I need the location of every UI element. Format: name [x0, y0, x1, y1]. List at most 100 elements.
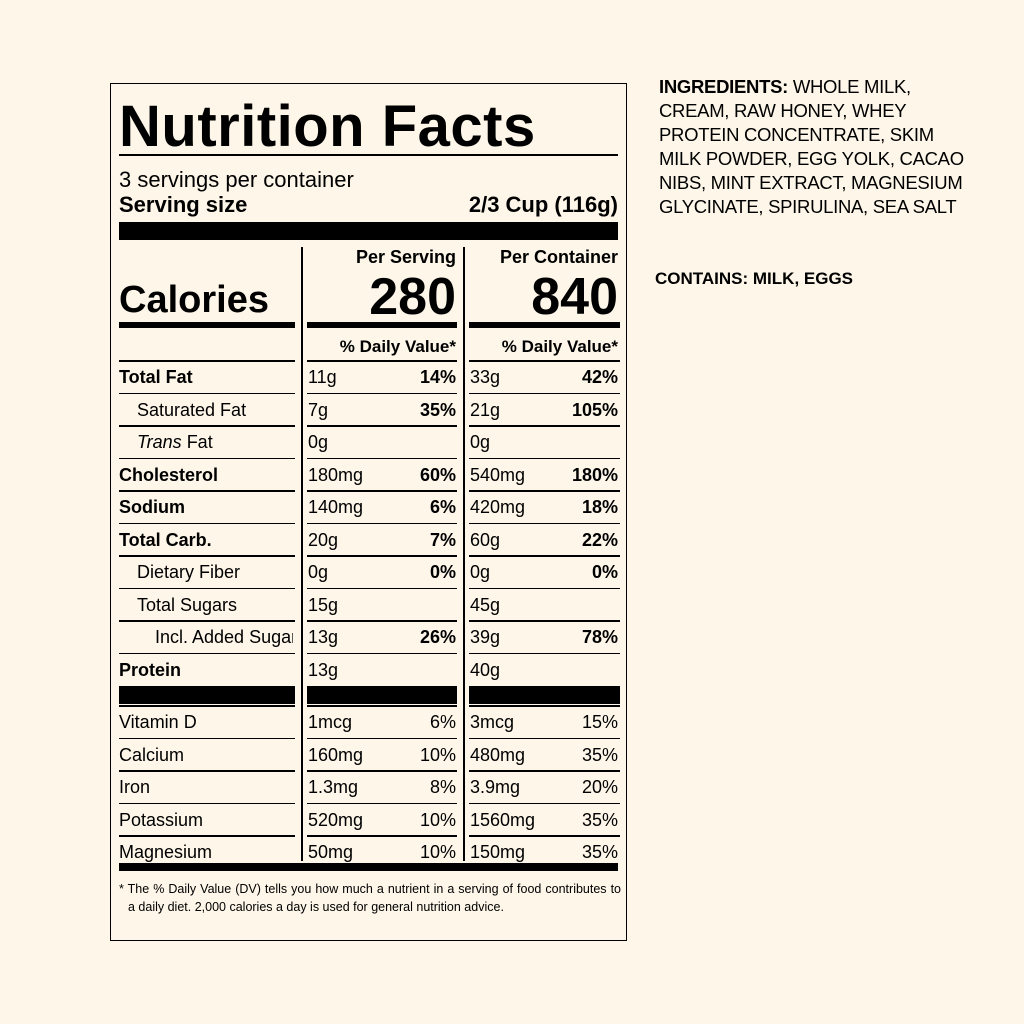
- column-divider-2: [463, 247, 465, 861]
- container-amount: 0g: [470, 562, 491, 582]
- container-amount: 45g: [470, 594, 501, 615]
- nutrient-name: Protein: [119, 659, 182, 680]
- serving-daily-value: 35%: [419, 399, 456, 420]
- vitamin-row-4-rule-1: [119, 835, 295, 837]
- container-daily-value: 0%: [591, 562, 618, 582]
- footnote: * The % Daily Value (DV) tells you how m…: [119, 882, 621, 914]
- daily-value-header-container: % Daily Value*: [501, 337, 618, 356]
- thick-divider-bottom: [119, 863, 618, 871]
- serving-daily-value: 8%: [429, 777, 456, 797]
- vitamin-row-0-rule-3: [469, 705, 620, 707]
- serving-amount: 1.3mg: [308, 777, 359, 797]
- container-amount: 3mcg: [470, 712, 515, 732]
- nutrient-row-6-rule-1: [119, 555, 295, 557]
- thick-divider-left: [119, 686, 295, 704]
- serving-daily-value: 6%: [429, 712, 456, 732]
- serving-amount: 0g: [308, 432, 329, 452]
- nutrient-row-7-rule-3: [469, 587, 620, 589]
- nutrient-row-2-rule-1: [119, 425, 295, 427]
- nutrient-name: Total Sugars: [137, 594, 238, 615]
- calories-rule-2: [307, 322, 457, 328]
- nutrient-row-8-rule-2: [307, 620, 457, 622]
- serving-daily-value: 60%: [419, 464, 456, 485]
- vitamin-row-0-rule-1: [119, 705, 295, 707]
- container-daily-value: 180%: [571, 464, 618, 485]
- container-amount: 540mg: [470, 464, 526, 485]
- nutrient-row-0-rule-1: [119, 360, 295, 362]
- nutrient-name: Saturated Fat: [137, 399, 247, 420]
- calories-per-serving: 280: [369, 268, 456, 326]
- container-daily-value: 22%: [581, 529, 618, 550]
- serving-daily-value: 10%: [419, 842, 456, 862]
- nutrient-row-0-rule-3: [469, 360, 620, 362]
- serving-daily-value: 10%: [419, 809, 456, 830]
- serving-daily-value: 6%: [429, 497, 456, 517]
- nutrient-row-5-rule-2: [307, 522, 457, 524]
- serving-amount: 13g: [308, 627, 339, 647]
- ingredients-text: WHOLE MILK, CREAM, RAW HONEY, WHEY PROTE…: [659, 76, 964, 217]
- vitamin-row-2-rule-1: [119, 770, 295, 772]
- container-amount: 150mg: [470, 842, 526, 862]
- vitamin-row-1-rule-2: [307, 737, 457, 739]
- nutrient-name: Sodium: [119, 497, 185, 517]
- container-daily-value: 35%: [581, 842, 618, 862]
- servings-per-container: 3 servings per container: [119, 167, 354, 192]
- nutrient-row-4-rule-3: [469, 490, 620, 492]
- vitamin-row-3-rule-1: [119, 802, 295, 804]
- serving-amount: 11g: [308, 367, 337, 387]
- nutrient-row-8-rule-3: [469, 620, 620, 622]
- vitamin-row-4-rule-2: [307, 835, 457, 837]
- nutrient-name: Trans Fat: [137, 431, 293, 453]
- container-daily-value: 78%: [581, 627, 618, 647]
- nutrient-name: Dietary Fiber: [137, 562, 241, 582]
- serving-amount: 520mg: [308, 809, 364, 830]
- nutrition-title: Nutrition Facts: [119, 94, 536, 159]
- container-amount: 1560mg: [470, 809, 536, 830]
- serving-amount: 15g: [308, 594, 339, 615]
- container-daily-value: 105%: [571, 399, 618, 420]
- container-amount: 420mg: [470, 497, 526, 517]
- nutrient-row-4-rule-2: [307, 490, 457, 492]
- nutrient-name: Incl. Added Sugars: [155, 627, 293, 647]
- nutrient-row-7-rule-2: [307, 587, 457, 589]
- thick-divider-right: [469, 686, 620, 704]
- container-amount: 40g: [470, 659, 501, 680]
- container-amount: 60g: [470, 529, 501, 550]
- vitamin-row-1-rule-1: [119, 737, 295, 739]
- nutrient-row-8-rule-1: [119, 620, 295, 622]
- serving-amount: 7g: [308, 399, 329, 420]
- nutrient-row-5-rule-3: [469, 522, 620, 524]
- vitamin-row-3-rule-3: [469, 802, 620, 804]
- vitamin-row-4-rule-3: [469, 835, 620, 837]
- nutrient-name-italic: Trans: [137, 432, 182, 452]
- title-divider: [119, 154, 618, 156]
- serving-daily-value: 0%: [429, 562, 456, 582]
- serving-amount: 1mcg: [308, 712, 353, 732]
- ingredients-label: INGREDIENTS:: [659, 76, 788, 97]
- vitamin-row-1-rule-3: [469, 737, 620, 739]
- serving-amount: 20g: [308, 529, 339, 550]
- serving-amount: 50mg: [308, 842, 354, 862]
- nutrient-row-9-rule-1: [119, 652, 295, 654]
- container-daily-value: 42%: [581, 367, 618, 387]
- nutrient-row-2-rule-3: [469, 425, 620, 427]
- vitamin-row-2-rule-2: [307, 770, 457, 772]
- serving-amount: 13g: [308, 659, 339, 680]
- nutrient-row-6-rule-2: [307, 555, 457, 557]
- serving-daily-value: 7%: [429, 529, 456, 550]
- serving-amount: 180mg: [308, 464, 364, 485]
- container-amount: 39g: [470, 627, 501, 647]
- container-daily-value: 15%: [581, 712, 618, 732]
- nutrient-name: Total Fat: [119, 367, 193, 387]
- nutrient-row-6-rule-3: [469, 555, 620, 557]
- serving-daily-value: 26%: [419, 627, 456, 647]
- nutrient-name: Potassium: [119, 809, 204, 830]
- thick-divider-top: [119, 222, 618, 240]
- vitamin-row-3-rule-2: [307, 802, 457, 804]
- container-amount: 3.9mg: [470, 777, 521, 797]
- nutrient-row-3-rule-1: [119, 457, 295, 459]
- nutrient-name: Iron: [119, 777, 151, 797]
- serving-daily-value: 10%: [419, 744, 456, 765]
- serving-amount: 160mg: [308, 744, 364, 765]
- vitamin-row-0-rule-2: [307, 705, 457, 707]
